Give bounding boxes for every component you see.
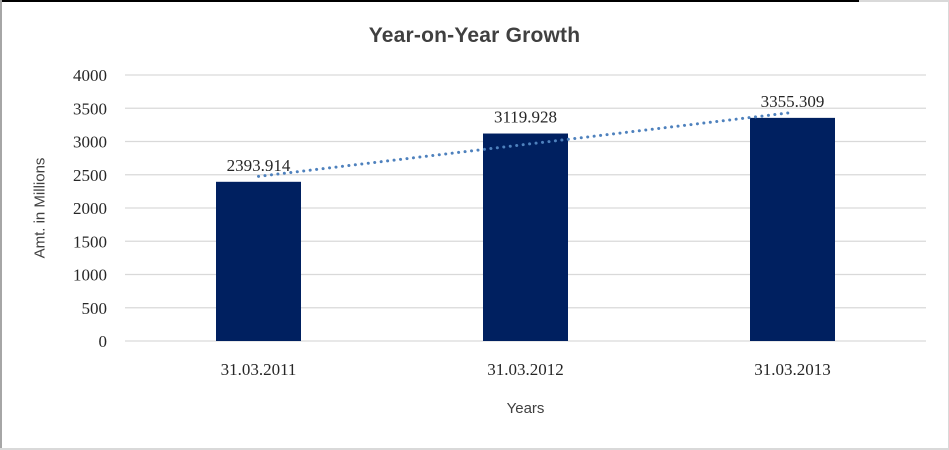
chart-title: Year-on-Year Growth xyxy=(368,24,581,47)
y-tick-label: 3000 xyxy=(73,133,107,152)
frame-border-top xyxy=(0,0,949,2)
y-tick-label: 500 xyxy=(82,299,108,318)
trendline xyxy=(257,110,794,178)
bar-data-label: 3355.309 xyxy=(761,92,825,111)
bar-31.03.2013 xyxy=(750,117,835,341)
y-tick-label: 0 xyxy=(99,332,108,351)
frame-border-left xyxy=(0,0,2,450)
bar-data-label: 3119.928 xyxy=(494,108,557,127)
bar-31.03.2011 xyxy=(216,181,301,341)
y-tick-label: 1000 xyxy=(73,266,107,285)
frame-border-bottom xyxy=(0,448,949,450)
bar-31.03.2012 xyxy=(483,133,568,341)
x-tick-label: 31.03.2013 xyxy=(754,360,831,379)
x-tick-label: 31.03.2011 xyxy=(221,360,297,379)
y-tick-label: 4000 xyxy=(73,66,107,85)
y-axis-title: Amt. in Millions xyxy=(31,157,49,259)
x-tick-label: 31.03.2012 xyxy=(487,360,564,379)
y-tick-label: 2500 xyxy=(73,166,107,185)
y-tick-label: 1500 xyxy=(73,232,107,251)
y-tick-label: 3500 xyxy=(73,99,107,118)
x-axis-title: Years xyxy=(506,400,545,417)
bar-data-label: 2393.914 xyxy=(227,156,291,175)
y-tick-label: 2000 xyxy=(73,199,107,218)
